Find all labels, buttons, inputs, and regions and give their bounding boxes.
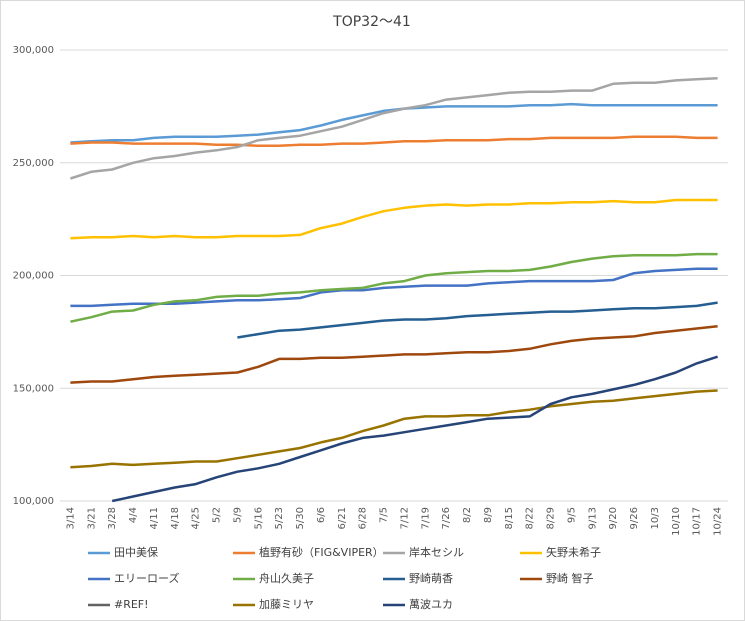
x-tick-label: 5/2	[212, 507, 223, 523]
legend-label: 萬波ユカ	[409, 598, 453, 611]
legend-label: 舟山久美子	[259, 571, 314, 585]
x-tick-label: 3/21	[86, 507, 97, 529]
legend-label: 田中美保	[114, 545, 158, 559]
x-tick-label: 5/16	[253, 507, 264, 529]
x-tick-label: 9/5	[566, 507, 577, 523]
x-tick-label: 7/5	[379, 507, 390, 523]
y-tick-label: 250,000	[13, 158, 54, 169]
x-tick-label: 6/6	[316, 507, 327, 523]
series-line	[70, 135, 718, 148]
x-tick-label: 4/25	[191, 507, 202, 529]
y-tick-label: 200,000	[13, 271, 54, 282]
x-tick-label: 10/10	[671, 507, 682, 536]
legend-label: 矢野未希子	[546, 545, 601, 559]
x-tick-label: 3/28	[107, 507, 118, 529]
x-tick-label: 10/17	[692, 507, 703, 536]
series-line	[237, 301, 718, 339]
x-tick-label: 8/15	[504, 507, 515, 529]
legend-label: 野崎萌香	[409, 571, 453, 585]
x-tick-label: 3/14	[65, 507, 76, 529]
chart-title: TOP32～41	[332, 14, 411, 30]
x-tick-label: 8/29	[546, 507, 557, 529]
x-tick-label: 5/23	[274, 507, 285, 529]
x-tick-label: 4/11	[149, 507, 160, 529]
x-tick-label: 8/22	[525, 507, 536, 529]
x-tick-label: 6/21	[337, 507, 348, 529]
x-tick-label: 7/19	[420, 507, 431, 529]
x-tick-label: 6/28	[358, 507, 369, 529]
legend-label: 岸本セシル	[409, 545, 464, 559]
x-tick-label: 8/2	[462, 507, 473, 523]
x-tick-label: 5/30	[295, 507, 306, 529]
series-line	[70, 198, 718, 240]
x-tick-label: 7/12	[399, 507, 410, 529]
x-tick-label: 10/24	[713, 507, 724, 536]
legend-label: 加藤ミリヤ	[259, 598, 314, 611]
series-line	[70, 252, 718, 323]
series-line	[111, 355, 718, 503]
legend-label: 野崎 智子	[546, 571, 594, 585]
x-tick-label: 8/9	[483, 507, 494, 523]
legend-label: #REF!	[114, 598, 149, 611]
legend-label: エリーローズ	[114, 571, 179, 585]
y-tick-label: 100,000	[13, 496, 54, 507]
x-tick-label: 10/3	[650, 507, 661, 529]
x-tick-label: 9/26	[629, 507, 640, 529]
series-line	[70, 76, 718, 180]
series-line	[70, 267, 718, 308]
series-line	[70, 389, 718, 469]
y-tick-label: 150,000	[13, 383, 54, 394]
x-tick-label: 9/20	[608, 507, 619, 529]
x-tick-label: 7/26	[441, 507, 452, 529]
series-line	[70, 324, 718, 384]
y-tick-label: 300,000	[13, 45, 54, 56]
x-tick-label: 4/4	[128, 507, 139, 523]
x-tick-label: 5/9	[232, 507, 243, 523]
legend-label: 植野有砂（FIG&VIPER）	[259, 545, 384, 559]
x-tick-label: 4/18	[170, 507, 181, 529]
x-tick-label: 9/13	[587, 507, 598, 529]
